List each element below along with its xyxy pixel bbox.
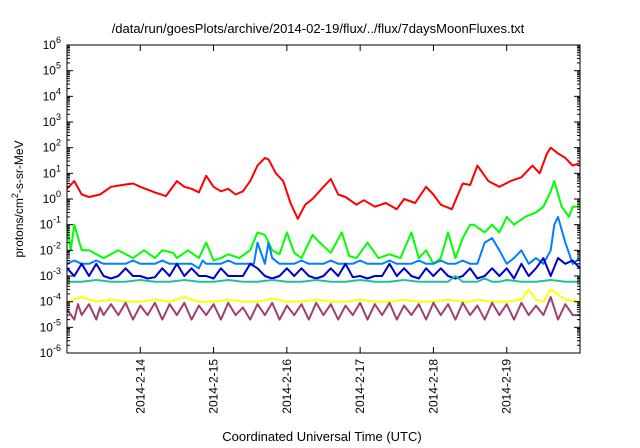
- y-tick-label: 101: [43, 163, 61, 180]
- x-tick-label: 2014-2-19: [500, 359, 514, 414]
- x-tick-label: 2014-2-17: [353, 359, 367, 414]
- y-axis-label: protons/cm2-s-sr-MeV: [10, 140, 26, 257]
- series-line-2: [66, 180, 580, 265]
- y-tick-label: 100: [43, 189, 61, 206]
- y-tick-label: 10-6: [40, 343, 61, 360]
- x-tick-label: 2014-2-18: [426, 359, 440, 414]
- x-axis-label: Coordinated Universal Time (UTC): [222, 429, 421, 444]
- series-layer: [66, 146, 581, 321]
- y-tick-label: 10-3: [40, 266, 61, 283]
- x-tick-label: 2014-2-14: [133, 359, 147, 414]
- chart-title: /data/run/goesPlots/archive/2014-02-19/f…: [112, 21, 525, 36]
- y-axis-label-post: -s-sr-MeV: [12, 140, 26, 193]
- y-axis: 10-6 10-5 10-4 10-3 10-2 10-1 100 101 102 103 104 1…: [40, 35, 580, 360]
- y-tick-label: 103: [43, 112, 61, 129]
- series-line-6: [66, 288, 581, 303]
- y-tick-label: 10-2: [40, 240, 61, 257]
- y-tick-label: 10-5: [40, 317, 61, 334]
- series-line-4: [66, 257, 581, 280]
- y-tick-label: 106: [43, 35, 61, 52]
- series-line-1: [66, 146, 581, 220]
- x-tick-label: 2014-2-16: [280, 359, 294, 414]
- y-tick-label: 105: [43, 61, 61, 78]
- y-axis-label-pre: protons/cm: [12, 198, 26, 257]
- series-line-3: [66, 215, 581, 270]
- y-axis-label-sup: 2: [10, 193, 20, 198]
- series-line-5: [67, 275, 580, 283]
- x-axis: 2014-2-14 2014-2-15 2014-2-16 2014-2-17 2014…: [133, 45, 514, 414]
- y-tick-label: 10-4: [40, 292, 61, 309]
- y-tick-label: 104: [43, 86, 61, 103]
- y-tick-label: 10-1: [40, 215, 61, 232]
- series-line-7: [66, 296, 580, 321]
- y-tick-label: 102: [43, 138, 61, 155]
- x-tick-label: 2014-2-15: [207, 359, 221, 414]
